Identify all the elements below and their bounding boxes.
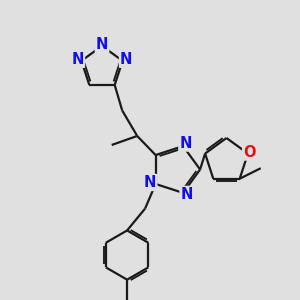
Text: N: N	[181, 187, 193, 202]
Text: N: N	[179, 136, 192, 151]
Text: N: N	[96, 37, 108, 52]
Text: N: N	[120, 52, 132, 67]
Text: O: O	[243, 145, 256, 160]
Text: N: N	[144, 175, 156, 190]
Text: N: N	[72, 52, 84, 67]
